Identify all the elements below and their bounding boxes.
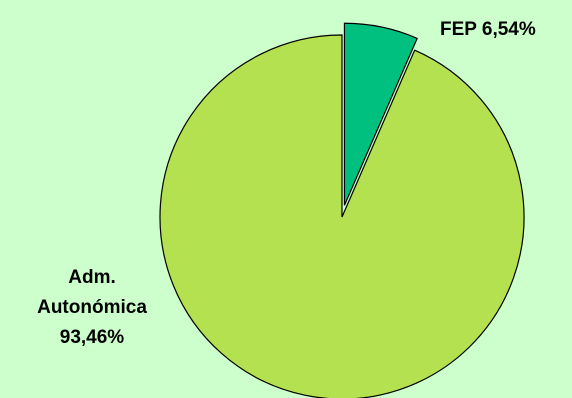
pie-slice-adm-auton-mica xyxy=(159,34,525,398)
slice-label-line: FEP 6,54% xyxy=(440,19,536,40)
slice-label-fep: FEP 6,54% xyxy=(440,19,536,40)
slice-label-line: Adm. xyxy=(68,267,116,288)
slice-label-line: Autonómica xyxy=(37,297,147,318)
pie-slice-fep xyxy=(343,22,418,206)
slice-label-line: 93,46% xyxy=(60,327,125,348)
slice-label-adm-auton-mica: Adm. Autonómica 93,46% xyxy=(37,267,147,348)
